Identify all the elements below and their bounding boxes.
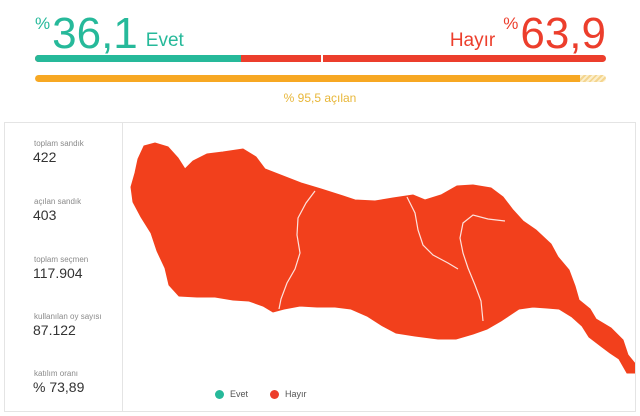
stat-total-voters: toplam seçmen 117.904 (5, 255, 122, 281)
legend-label-evet: Evet (230, 389, 249, 399)
results-header: % 36,1 Evet Hayır % 63,9 % 95,5 açılan (0, 0, 640, 120)
stat-votes-cast: kullanılan oy sayısı 87.122 (5, 312, 122, 338)
opened-progress-bar (35, 75, 606, 82)
legend-item-evet: Evet (215, 389, 248, 399)
stat-label: açılan sandık (34, 197, 82, 206)
stat-label: kullanılan oy sayısı (34, 312, 102, 321)
hayir-label: Hayır (449, 30, 496, 51)
stat-value: % 73,89 (33, 379, 85, 395)
legend-label-hayir: Hayır (285, 389, 307, 399)
stat-label: katılım oranı (34, 369, 79, 378)
evet-percentage: 36,1 (52, 9, 138, 58)
district-border (406, 196, 459, 270)
hayir-percentage: 63,9 (520, 9, 606, 58)
hayir-result: Hayır % 63,9 (450, 12, 606, 56)
evet-percent-sign: % (35, 14, 51, 33)
stat-label: toplam sandık (34, 139, 84, 148)
stat-value: 403 (33, 207, 57, 223)
district-border (278, 190, 316, 310)
stat-turnout-rate: katılım oranı % 73,89 (5, 369, 122, 395)
district-map-svg (130, 142, 638, 374)
hayir-percent-sign: % (503, 14, 519, 33)
evet-label: Evet (145, 30, 184, 51)
map-legend: Evet Hayır (215, 389, 329, 399)
stat-value: 117.904 (33, 265, 83, 281)
half-marker (320, 55, 323, 62)
evet-dot-icon (215, 389, 224, 399)
evet-result: % 36,1 Evet (35, 12, 184, 56)
vote-share-bar (35, 55, 606, 62)
hayir-dot-icon (270, 389, 280, 399)
stat-opened-ballot-boxes: açılan sandık 403 (5, 197, 122, 223)
stat-value: 87.122 (33, 322, 76, 338)
legend-item-hayir: Hayır (270, 389, 307, 399)
results-panel: toplam sandık 422 açılan sandık 403 topl… (4, 122, 638, 412)
stat-total-ballot-boxes: toplam sandık 422 (5, 139, 122, 165)
map-region-outline[interactable] (130, 142, 638, 374)
stat-value: 422 (33, 149, 57, 165)
district-border (459, 214, 506, 322)
evet-share-fill (35, 55, 242, 62)
district-map (123, 123, 638, 411)
opened-progress-fill (35, 75, 581, 82)
opened-percentage-text: % 95,5 açılan (283, 91, 357, 105)
stat-label: toplam seçmen (34, 255, 89, 264)
stats-sidebar: toplam sandık 422 açılan sandık 403 topl… (5, 123, 123, 411)
